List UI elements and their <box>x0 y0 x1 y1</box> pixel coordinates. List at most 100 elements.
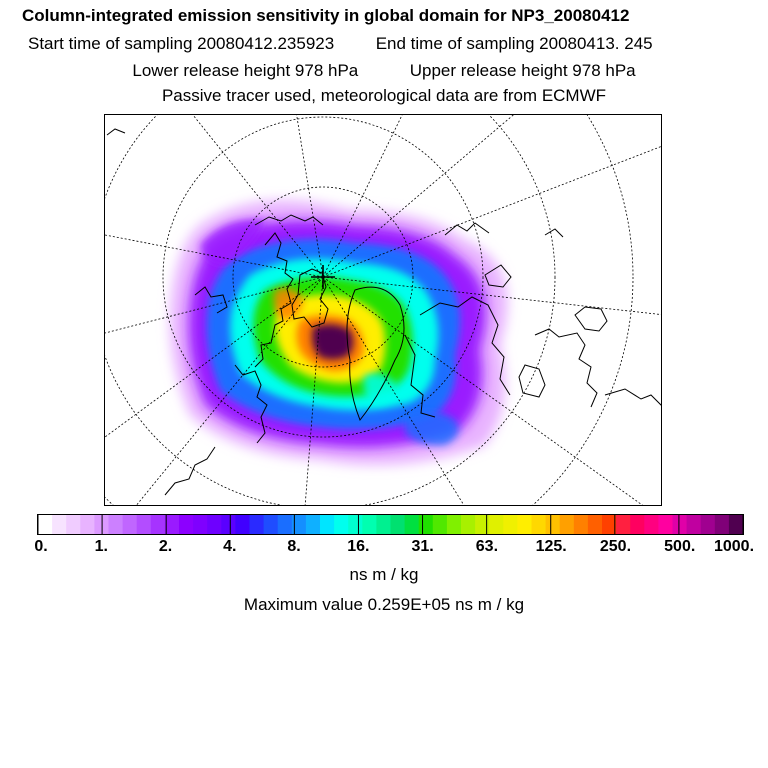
coastline-path <box>534 328 598 408</box>
colorbar-swatch <box>517 515 533 534</box>
plume-dark-core <box>311 324 354 360</box>
sampling-times: Start time of sampling 20080412.235923 E… <box>28 34 653 54</box>
plume-patch <box>405 411 459 446</box>
latitude-circle-70 <box>162 116 484 438</box>
colorbar-swatch <box>249 515 265 534</box>
colorbar-swatch <box>432 515 448 534</box>
colorbar-tick-label: 8. <box>287 538 301 555</box>
colorbar-tick-label: 500. <box>664 538 696 555</box>
colorbar-tick-label: 125. <box>535 538 567 555</box>
colorbar-tick-label: 16. <box>347 538 370 555</box>
colorbar-swatch <box>207 515 222 534</box>
colorbar-unit: ns m / kg <box>349 565 419 584</box>
colorbar-swatch <box>644 515 659 534</box>
coastlines <box>106 128 661 496</box>
colorbar-swatch <box>362 515 377 534</box>
upper-release-label: Upper release height 978 hPa <box>409 61 636 80</box>
colorbar-swatch <box>150 515 166 534</box>
colorbar-swatch <box>728 515 743 534</box>
colorbar-swatch <box>658 515 674 534</box>
coastline-path <box>518 364 546 398</box>
latitude-circle-50 <box>105 115 634 505</box>
colorbar-tick-label: 63. <box>475 538 499 555</box>
colorbar-swatch <box>66 515 81 534</box>
coastline-path <box>106 128 126 136</box>
colorbar-tick-label: 1000. <box>713 538 755 555</box>
chart-title: Column-integrated emission sensitivity i… <box>22 6 630 25</box>
colorbar-swatch <box>461 515 476 534</box>
release-site-marker <box>311 265 335 289</box>
colorbar-swatch <box>714 515 730 534</box>
colorbar-swatch <box>672 515 688 534</box>
colorbar-swatch <box>291 515 307 534</box>
colorbar-swatch <box>404 515 420 534</box>
meridian-line <box>322 115 514 278</box>
colorbar-swatch <box>193 515 208 534</box>
colorbar-swatch <box>531 515 547 534</box>
map-frame <box>104 114 662 506</box>
coastline-path <box>164 446 216 496</box>
colorbar-swatch <box>348 515 363 534</box>
colorbar-swatch <box>630 515 645 534</box>
colorbar-swatch <box>686 515 702 534</box>
colorbar-swatch <box>475 515 490 534</box>
colorbar-swatch <box>108 515 124 534</box>
coastline-path <box>484 264 512 288</box>
colorbar-swatch <box>559 515 575 534</box>
lat-lon-grid <box>105 115 661 505</box>
colorbar-swatch <box>489 515 504 534</box>
greenland-coast <box>346 286 405 421</box>
colorbar-swatch <box>390 515 406 534</box>
colorbar-swatch <box>277 515 293 534</box>
meridian-line <box>105 234 324 278</box>
meridian-line <box>105 276 324 334</box>
meridian-line <box>192 115 324 278</box>
plume-patch <box>273 287 303 320</box>
meridian-line <box>322 146 661 278</box>
release-heights: Lower release height 978 hPa Upper relea… <box>0 61 768 81</box>
colorbar-tick-labels: 0. 1. 2. 4. 8. 16. 31. 63. 125. 250. 500. 1000. <box>0 538 768 560</box>
lower-release-label: Lower release height 978 hPa <box>132 61 359 80</box>
colorbar-swatches <box>38 515 743 534</box>
coastline-path <box>574 306 608 332</box>
sensitivity-plume <box>170 200 508 465</box>
meridian-line <box>322 276 465 505</box>
colorbar-tick-label: 0. <box>34 538 48 555</box>
colorbar <box>37 514 744 535</box>
colorbar-tick-label: 4. <box>223 538 237 555</box>
polar-map <box>105 115 661 505</box>
colorbar-tick-label: 250. <box>599 538 632 555</box>
coastline-path <box>404 334 436 418</box>
tracer-note: Passive tracer used, meteorological data… <box>161 86 607 105</box>
colorbar-swatch <box>616 515 631 534</box>
colorbar-swatch <box>700 515 716 534</box>
coastline-path <box>234 364 268 444</box>
coastline-path <box>254 214 324 226</box>
meridian-line <box>322 276 661 315</box>
colorbar-swatch <box>503 515 518 534</box>
colorbar-swatch <box>545 515 561 534</box>
coastline-path <box>604 388 661 406</box>
coastline-path <box>254 232 294 368</box>
meridian-line <box>296 115 324 278</box>
colorbar-swatch <box>587 515 603 534</box>
max-value-text: Maximum value 0.259E+05 ns m / kg <box>243 595 525 614</box>
coastline-path <box>419 296 511 396</box>
meridian-line <box>105 276 324 438</box>
colorbar-swatch <box>221 515 236 534</box>
colorbar-tick-label: 31. <box>411 538 434 555</box>
meridian-line <box>304 276 324 505</box>
colorbar-tick-label: 1. <box>94 538 108 555</box>
coastline-path <box>291 268 329 328</box>
colorbar-swatch <box>179 515 194 534</box>
coastline-path <box>544 228 564 238</box>
coastline-path <box>194 286 228 314</box>
colorbar-swatch <box>122 515 138 534</box>
colorbar-swatch <box>305 515 321 534</box>
meridian-line <box>322 276 643 505</box>
colorbar-swatch <box>80 515 95 534</box>
colorbar-swatch <box>38 515 53 534</box>
colorbar-swatch <box>334 515 349 534</box>
latitude-circle-80 <box>232 186 414 368</box>
colorbar-swatch <box>164 515 180 534</box>
